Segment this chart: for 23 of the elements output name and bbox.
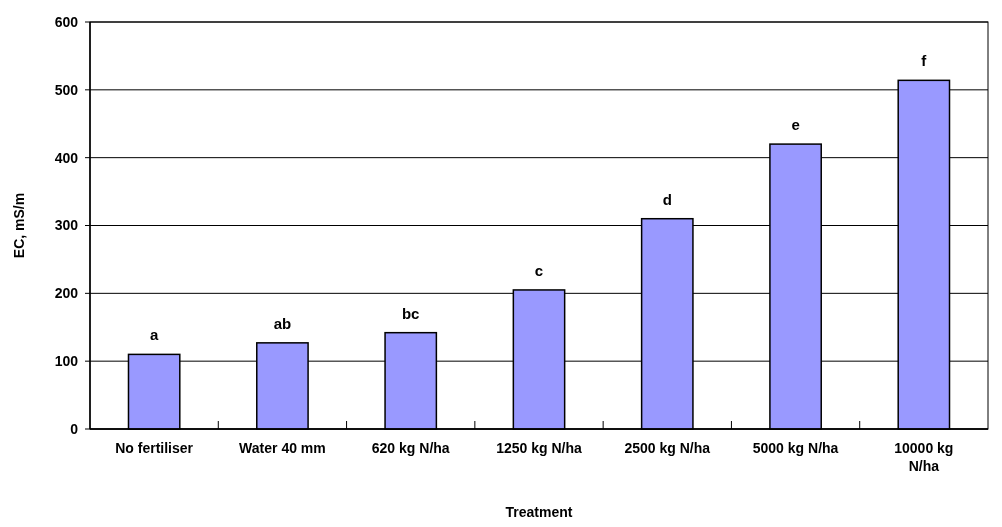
- y-tick-label: 100: [54, 353, 79, 370]
- x-tick-label: 5000 kg N/ha: [752, 440, 839, 456]
- x-axis-title: Treatment: [505, 504, 573, 520]
- y-tick-label: 300: [54, 217, 79, 234]
- y-tick-label: 500: [54, 81, 79, 98]
- annotation: c: [534, 261, 544, 279]
- x-tick-label: No fertiliser: [115, 440, 194, 456]
- x-tick-label: 620 kg N/ha: [371, 440, 450, 456]
- annotation: a: [149, 326, 159, 344]
- annotation: d: [662, 190, 672, 208]
- annotation: bc: [401, 304, 420, 322]
- y-tick-label: 600: [54, 13, 79, 30]
- x-tick-label: 1250 kg N/ha: [496, 440, 583, 456]
- y-tick-label: 0: [70, 420, 79, 437]
- y-tick-label: 200: [54, 285, 79, 302]
- y-axis-title: EC, mS/m: [11, 192, 27, 259]
- annotation: f: [921, 52, 928, 70]
- y-tick-label: 400: [54, 149, 79, 166]
- x-tick-label: 10000 kg N/ha: [894, 440, 954, 475]
- annotation: ab: [273, 314, 292, 332]
- x-tick-label: 2500 kg N/ha: [624, 440, 711, 456]
- x-tick-label: Water 40 mm: [239, 440, 326, 456]
- annotation: e: [791, 116, 800, 134]
